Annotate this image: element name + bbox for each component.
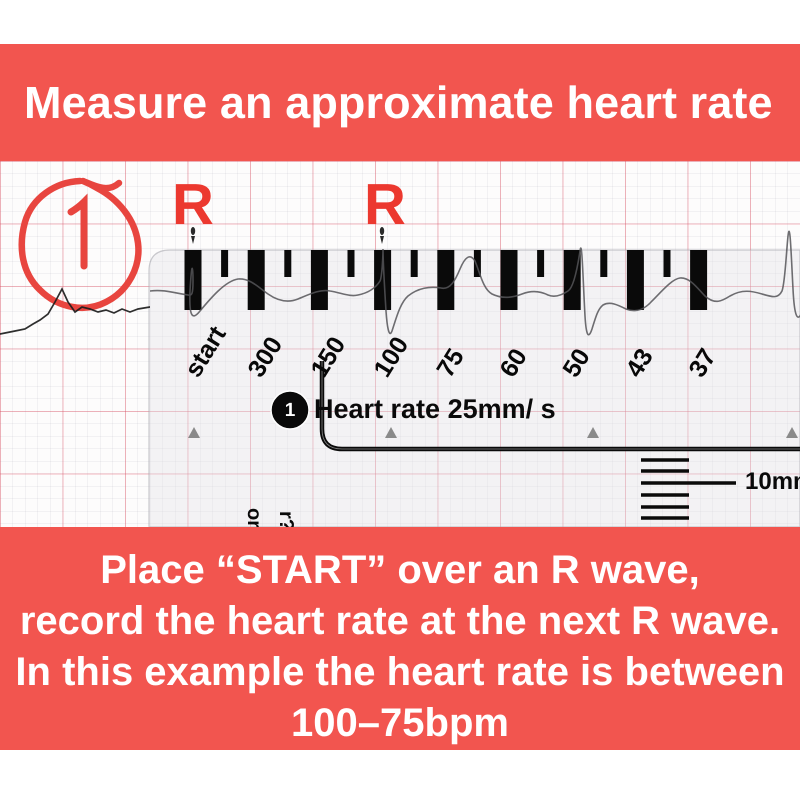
svg-text:r?: r? (275, 511, 297, 527)
svg-text:10mm: 10mm (745, 468, 800, 495)
svg-text:R: R (364, 172, 406, 237)
svg-text:Heart rate 25mm/ s: Heart rate 25mm/ s (314, 394, 556, 424)
svg-text:or: or (243, 508, 265, 527)
svg-text:1: 1 (285, 400, 296, 421)
